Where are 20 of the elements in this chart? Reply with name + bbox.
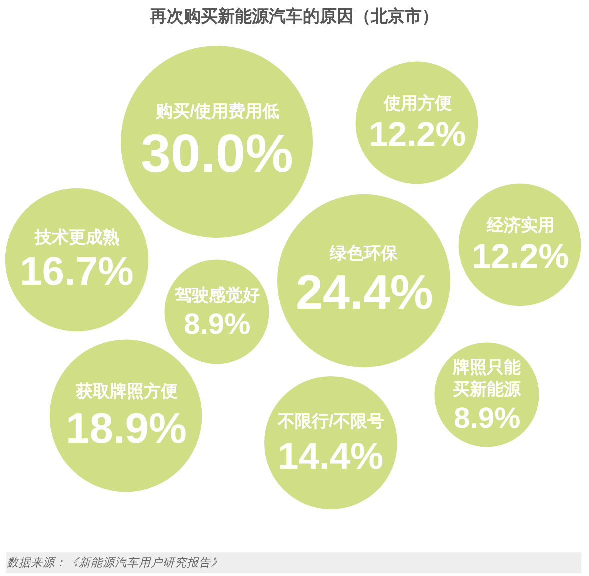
data-label: 14.4%	[278, 435, 384, 477]
data-label: 24.4%	[296, 266, 434, 320]
category-label: 不限行/不限号	[277, 412, 385, 431]
category-label: 使用方便	[383, 94, 452, 113]
category-label: 获取牌照方便	[75, 382, 178, 401]
data-label: 12.2%	[369, 116, 466, 154]
data-label: 18.9%	[66, 405, 187, 453]
category-label: 绿色环保	[329, 244, 399, 263]
data-label: 8.9%	[454, 402, 521, 435]
category-label: 技术更成熟	[34, 228, 120, 247]
data-label: 12.2%	[472, 238, 570, 276]
data-label: 30.0%	[141, 124, 294, 184]
text: 再次购买新能源汽车的原因（北京市）	[149, 6, 439, 26]
category-label: 驾驶感觉好	[174, 286, 260, 305]
category-label: 购买/使用费用低	[155, 102, 280, 121]
data-label: 16.7%	[20, 250, 134, 294]
data-label: 8.9%	[184, 308, 251, 341]
category-label: 牌照只能买新能源	[452, 358, 522, 400]
category-label: 经济实用	[486, 216, 555, 235]
source-note: 数据来源：《新能源汽车用户研究报告》	[7, 556, 223, 570]
